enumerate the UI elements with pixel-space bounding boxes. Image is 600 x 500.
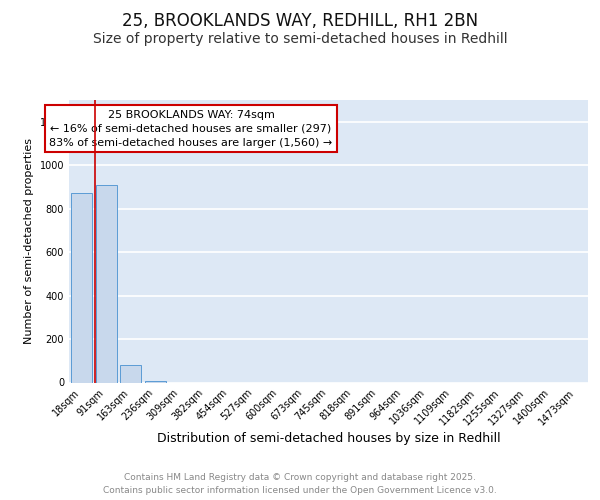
- Text: Size of property relative to semi-detached houses in Redhill: Size of property relative to semi-detach…: [92, 32, 508, 46]
- Text: 25, BROOKLANDS WAY, REDHILL, RH1 2BN: 25, BROOKLANDS WAY, REDHILL, RH1 2BN: [122, 12, 478, 30]
- Bar: [120, 365, 141, 382]
- Bar: [95, 185, 116, 382]
- X-axis label: Distribution of semi-detached houses by size in Redhill: Distribution of semi-detached houses by …: [157, 432, 500, 445]
- Bar: [71, 194, 92, 382]
- Text: 25 BROOKLANDS WAY: 74sqm
← 16% of semi-detached houses are smaller (297)
83% of : 25 BROOKLANDS WAY: 74sqm ← 16% of semi-d…: [49, 110, 332, 148]
- Y-axis label: Number of semi-detached properties: Number of semi-detached properties: [24, 138, 34, 344]
- Text: Contains public sector information licensed under the Open Government Licence v3: Contains public sector information licen…: [103, 486, 497, 495]
- Bar: [145, 381, 166, 382]
- Text: Contains HM Land Registry data © Crown copyright and database right 2025.: Contains HM Land Registry data © Crown c…: [124, 472, 476, 482]
